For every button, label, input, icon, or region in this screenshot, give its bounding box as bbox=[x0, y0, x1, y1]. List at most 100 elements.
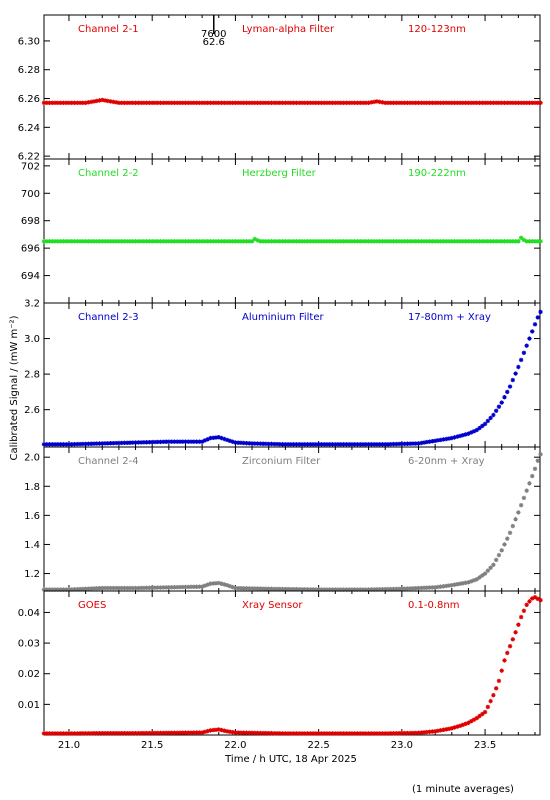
data-point bbox=[385, 239, 391, 244]
data-point bbox=[477, 239, 482, 244]
data-point bbox=[344, 239, 349, 244]
data-point bbox=[396, 239, 402, 244]
data-point bbox=[469, 430, 474, 435]
data-point bbox=[188, 239, 194, 244]
data-point bbox=[50, 731, 55, 736]
data-point bbox=[230, 239, 235, 244]
data-point bbox=[460, 722, 466, 727]
data-point bbox=[455, 434, 460, 439]
data-point bbox=[471, 578, 477, 583]
data-point bbox=[510, 100, 516, 106]
data-point bbox=[388, 441, 393, 447]
data-series bbox=[41, 309, 543, 447]
data-point bbox=[416, 239, 421, 244]
data-point bbox=[532, 100, 538, 106]
data-point bbox=[330, 442, 335, 447]
y-tick-label: 3.2 bbox=[24, 299, 40, 310]
data-point bbox=[116, 100, 122, 106]
data-point bbox=[530, 596, 535, 601]
data-point bbox=[213, 727, 219, 732]
data-point bbox=[283, 442, 288, 447]
data-point bbox=[399, 239, 405, 244]
data-point bbox=[194, 100, 199, 106]
data-point bbox=[466, 580, 471, 585]
data-point bbox=[102, 239, 108, 244]
data-point bbox=[294, 587, 299, 592]
data-point bbox=[255, 238, 260, 243]
data-point bbox=[421, 100, 427, 106]
data-point bbox=[269, 100, 274, 106]
data-point bbox=[80, 731, 86, 736]
data-point bbox=[247, 100, 252, 106]
data-point bbox=[493, 239, 499, 244]
data-point bbox=[263, 239, 269, 244]
data-point bbox=[211, 100, 216, 106]
data-point bbox=[233, 239, 238, 244]
data-point bbox=[505, 389, 510, 395]
data-point bbox=[474, 239, 479, 244]
data-point bbox=[94, 239, 99, 244]
data-point bbox=[493, 557, 499, 563]
data-point bbox=[50, 239, 55, 244]
y-tick-label: 1.4 bbox=[24, 540, 40, 551]
data-point bbox=[316, 587, 321, 592]
data-point bbox=[244, 730, 249, 735]
data-point bbox=[208, 100, 213, 106]
data-point bbox=[77, 100, 83, 106]
data-point bbox=[244, 100, 249, 106]
data-point bbox=[125, 730, 130, 736]
data-point bbox=[407, 730, 413, 736]
data-point bbox=[457, 581, 463, 586]
data-point bbox=[213, 435, 219, 440]
data-point bbox=[272, 100, 277, 106]
data-point bbox=[294, 100, 299, 106]
data-point bbox=[380, 100, 385, 105]
data-point bbox=[141, 440, 147, 445]
data-point bbox=[283, 239, 288, 244]
data-point bbox=[258, 239, 263, 244]
data-point bbox=[419, 730, 424, 735]
data-point bbox=[513, 239, 518, 244]
data-point bbox=[238, 440, 244, 446]
data-point bbox=[52, 587, 58, 592]
data-point bbox=[360, 442, 366, 447]
data-point bbox=[216, 580, 221, 586]
data-point bbox=[363, 100, 368, 106]
data-point bbox=[407, 100, 413, 106]
y-tick-label: 694 bbox=[21, 271, 40, 282]
data-point bbox=[272, 731, 277, 736]
data-point bbox=[394, 441, 399, 447]
data-point bbox=[244, 440, 249, 446]
data-point bbox=[513, 630, 518, 635]
data-point bbox=[419, 585, 424, 591]
data-point bbox=[327, 587, 332, 592]
data-point bbox=[180, 730, 185, 735]
data-point bbox=[41, 442, 47, 447]
data-point bbox=[169, 730, 174, 736]
data-point bbox=[222, 436, 227, 442]
data-point bbox=[144, 100, 149, 106]
data-point bbox=[252, 100, 258, 106]
data-point bbox=[272, 441, 277, 447]
data-point bbox=[396, 731, 402, 736]
data-point bbox=[319, 239, 324, 244]
data-point bbox=[91, 731, 97, 736]
data-point bbox=[269, 239, 274, 244]
band-label: 190-222nm bbox=[408, 168, 466, 179]
data-point bbox=[180, 100, 185, 106]
filter-label: Aluminium Filter bbox=[242, 312, 325, 323]
data-point bbox=[480, 239, 485, 244]
x-tick-labels: 21.0 21.5 22.0 22.5 23.0 23.5 bbox=[58, 740, 496, 751]
data-point bbox=[410, 730, 416, 736]
data-point bbox=[421, 730, 427, 735]
data-point bbox=[158, 730, 163, 736]
data-point bbox=[222, 100, 227, 106]
data-point bbox=[535, 315, 540, 320]
data-point bbox=[374, 239, 380, 244]
data-point bbox=[363, 239, 368, 244]
data-point bbox=[88, 99, 94, 105]
data-point bbox=[432, 100, 438, 106]
data-point bbox=[202, 239, 208, 244]
top-marker-label-1: 7600 bbox=[201, 29, 226, 40]
data-point bbox=[186, 584, 191, 590]
